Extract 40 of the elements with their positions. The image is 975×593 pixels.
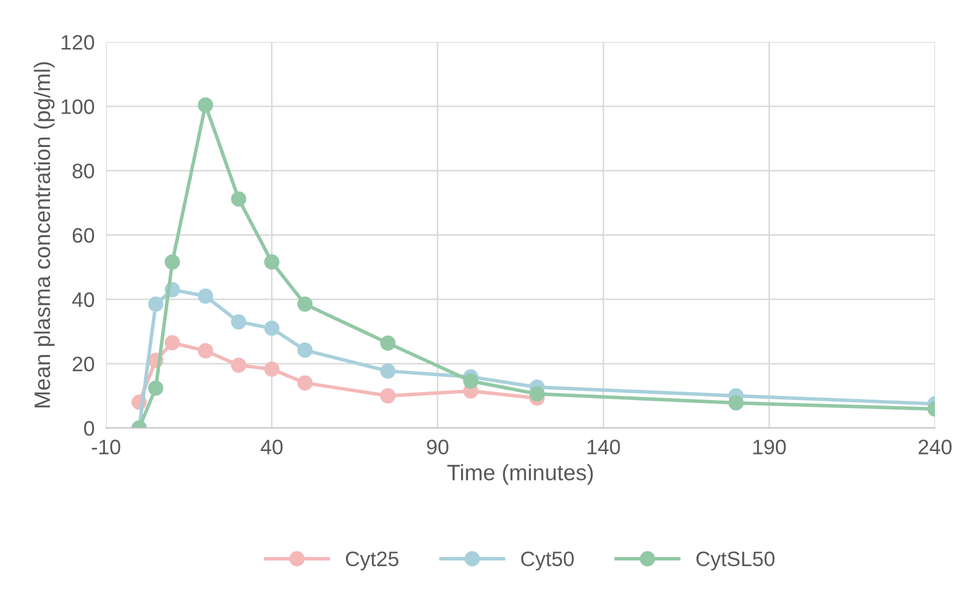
y-tick-label: 80 (72, 164, 94, 178)
y-tick-label: 0 (84, 421, 94, 436)
legend-label: Cyt25 (346, 552, 398, 570)
point (264, 254, 280, 270)
y-tick-label: 40 (72, 292, 94, 308)
point (529, 386, 545, 402)
point (728, 395, 744, 411)
x-tick-label: 240 (918, 440, 952, 454)
x-tick-label: 90 (426, 440, 448, 454)
point (380, 335, 396, 351)
x-axis-title: Time (minutes) (447, 464, 593, 485)
legend-label: Cyt50 (521, 552, 574, 570)
point (380, 363, 396, 379)
point (164, 335, 180, 350)
legend-label: CytSL50 (696, 552, 774, 570)
point (297, 375, 313, 391)
point (164, 254, 180, 270)
point (198, 97, 214, 113)
x-tick-label: -10 (92, 440, 120, 454)
x-tick-label: 190 (753, 440, 786, 454)
point (198, 288, 214, 304)
point (148, 296, 164, 312)
point (297, 296, 313, 312)
point (231, 191, 246, 207)
point (231, 358, 246, 373)
point (264, 320, 280, 336)
y-tick-label: 20 (72, 356, 94, 372)
x-tick-label: 40 (260, 440, 283, 454)
y-tick-label: 60 (72, 228, 94, 243)
point (463, 373, 478, 389)
y-tick-label: 120 (62, 35, 94, 50)
point (264, 361, 280, 377)
point (231, 314, 246, 330)
point (380, 388, 396, 404)
x-tick-label: 140 (588, 440, 620, 454)
point (198, 343, 214, 358)
point (148, 380, 164, 396)
point (297, 342, 313, 358)
y-axis-title: Mean plasma concentration (pg/ml) (34, 62, 55, 408)
y-tick-label: 100 (62, 99, 94, 114)
